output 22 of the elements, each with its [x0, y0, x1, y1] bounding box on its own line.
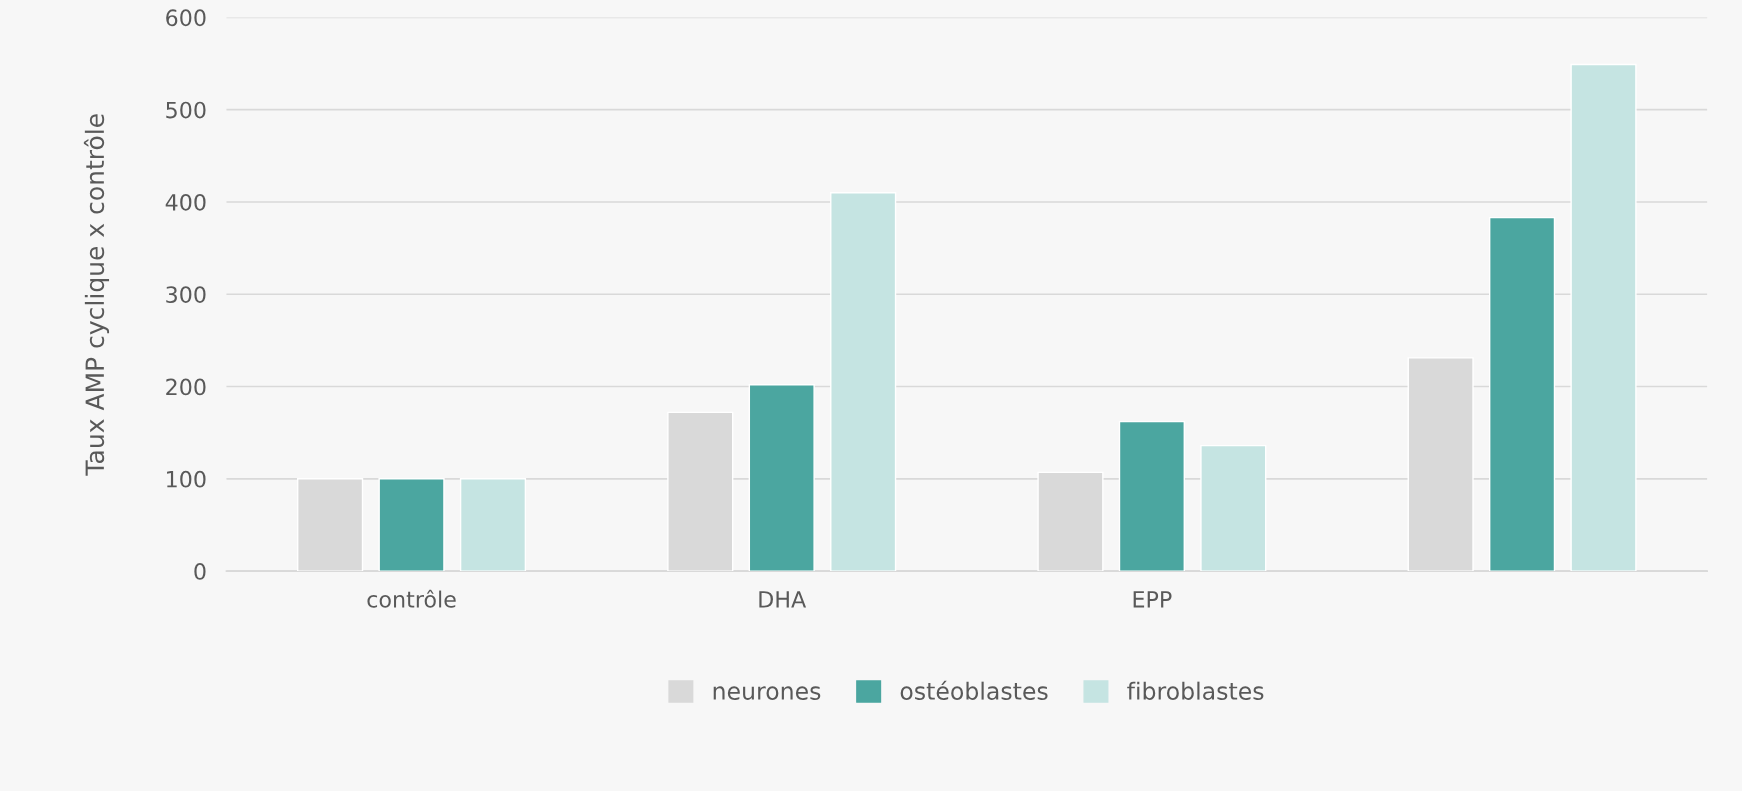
y-axis-title: Taux AMP cyclique x contrôle: [83, 114, 110, 476]
bar: [1488, 216, 1556, 572]
bar: [830, 192, 897, 572]
y-tick-label: 300: [166, 286, 206, 304]
bar: [748, 383, 815, 572]
bar: [378, 478, 445, 572]
x-tick-label: contrôle: [367, 589, 456, 608]
y-tick-label: 400: [165, 193, 206, 211]
bar: [459, 478, 527, 572]
y-tick-label: 0: [194, 563, 206, 580]
bar: [1118, 420, 1185, 572]
legend-label: fibroblastes: [1127, 681, 1264, 700]
x-tick-label: EPP: [1133, 591, 1172, 608]
bar: [1570, 63, 1637, 572]
y-tick-label: 100: [167, 470, 206, 488]
legend-label: neurones: [713, 686, 821, 700]
y-tick-label: 200: [166, 378, 206, 396]
legend-label: ostéoblastes: [900, 680, 1048, 700]
y-tick-label: 600: [166, 9, 206, 27]
x-tick-label: DHA: [759, 591, 807, 608]
y-tick-label: 500: [166, 101, 206, 119]
bar: [1200, 444, 1267, 572]
